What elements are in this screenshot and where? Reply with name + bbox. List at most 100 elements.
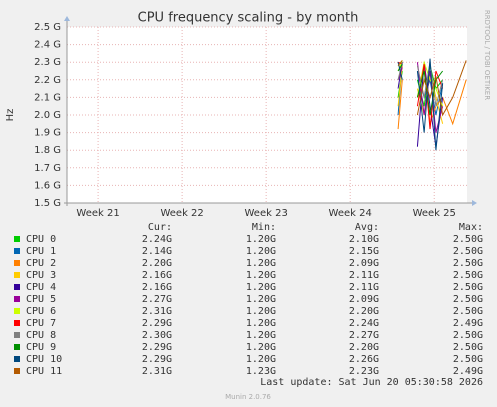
table-cell: 2.29G — [142, 342, 172, 353]
axis-arrow — [64, 16, 70, 21]
table-cell: 1.20G — [246, 330, 276, 341]
table-cell: 2.10G — [349, 234, 379, 245]
table-cell: 2.20G — [349, 342, 379, 353]
table-cell: 2.29G — [142, 318, 172, 329]
legend-label: CPU 1 — [26, 246, 56, 257]
table-cell: 2.16G — [142, 282, 172, 293]
table-cell: 1.23G — [246, 366, 276, 377]
table-cell: 2.24G — [142, 234, 172, 245]
series-line — [416, 58, 444, 151]
y-tick-label: 1.6 G — [34, 180, 61, 191]
legend-label: CPU 3 — [26, 270, 56, 281]
table-cell: 2.16G — [142, 270, 172, 281]
table-cell: 1.20G — [246, 306, 276, 317]
table-cell: 2.50G — [453, 258, 483, 269]
legend-swatch — [14, 356, 20, 362]
series-line — [416, 60, 444, 107]
table-cell: 2.09G — [349, 258, 379, 269]
table-cell: 2.50G — [453, 246, 483, 257]
series-line — [397, 63, 403, 72]
x-tick-label: Week 23 — [245, 208, 288, 219]
x-tick-label: Week 25 — [413, 208, 456, 219]
y-tick-label: 2.5 G — [34, 22, 61, 33]
x-tick-label: Week 22 — [160, 208, 203, 219]
legend-swatch — [14, 344, 20, 350]
table-cell: 2.27G — [349, 330, 379, 341]
table-cell: 2.50G — [453, 354, 483, 365]
table-cell: 2.20G — [349, 306, 379, 317]
legend-swatch — [14, 260, 20, 266]
table-cell: 1.20G — [246, 342, 276, 353]
table-cell: 1.20G — [246, 246, 276, 257]
table-cell: 2.50G — [453, 342, 483, 353]
y-tick-label: 2.2 G — [34, 75, 61, 86]
x-tick-label: Week 24 — [329, 208, 372, 219]
side-note: RRDTOOL / TOBI OETIKER — [483, 10, 491, 100]
legend-label: CPU 0 — [26, 234, 56, 245]
table-cell: 2.29G — [142, 354, 172, 365]
legend-swatch — [14, 248, 20, 254]
series-line — [416, 60, 467, 117]
legend-swatch — [14, 368, 20, 374]
table-cell: 2.50G — [453, 330, 483, 341]
table-cell: 1.20G — [246, 282, 276, 293]
table-cell: 2.15G — [349, 246, 379, 257]
table-cell: 2.49G — [453, 366, 483, 377]
legend-swatch — [14, 272, 20, 278]
legend-swatch — [14, 236, 20, 242]
y-tick-label: 2.3 G — [34, 57, 61, 68]
series-line — [397, 65, 403, 107]
chart-title: CPU frequency scaling - by month — [138, 11, 359, 26]
table-cell: 2.50G — [453, 306, 483, 317]
table-cell: 2.49G — [453, 318, 483, 329]
last-update: Last update: Sat Jun 20 05:30:58 2026 — [260, 377, 483, 388]
table-cell: 2.50G — [453, 234, 483, 245]
table-cell: 2.11G — [349, 282, 379, 293]
table-cell: 2.50G — [453, 270, 483, 281]
x-tick-label: Week 21 — [76, 208, 119, 219]
legend-label: CPU 11 — [26, 366, 62, 377]
legend-swatch — [14, 296, 20, 302]
table-cell: 2.11G — [349, 270, 379, 281]
legend-label: CPU 7 — [26, 318, 56, 329]
legend-swatch — [14, 284, 20, 290]
y-tick-label: 1.7 G — [34, 163, 61, 174]
table-cell: 2.09G — [349, 294, 379, 305]
table-cell: 2.26G — [349, 354, 379, 365]
legend-swatch — [14, 332, 20, 338]
table-header: Min: — [252, 222, 276, 233]
legend-label: CPU 5 — [26, 294, 56, 305]
y-axis-label: Hz — [5, 109, 16, 122]
table-cell: 1.20G — [246, 318, 276, 329]
table-header: Max: — [459, 222, 483, 233]
table-cell: 1.20G — [246, 354, 276, 365]
table-header: Avg: — [355, 222, 379, 233]
y-tick-label: 1.9 G — [34, 128, 61, 139]
legend-label: CPU 2 — [26, 258, 56, 269]
table-cell: 2.30G — [142, 330, 172, 341]
table-header: Cur: — [148, 222, 172, 233]
series-line — [397, 79, 403, 130]
series-line — [397, 60, 403, 67]
table-cell: 2.20G — [142, 258, 172, 269]
legend-label: CPU 8 — [26, 330, 56, 341]
table-cell: 1.20G — [246, 258, 276, 269]
legend-label: CPU 4 — [26, 282, 56, 293]
table-cell: 2.31G — [142, 306, 172, 317]
table-cell: 1.20G — [246, 294, 276, 305]
table-cell: 2.24G — [349, 318, 379, 329]
table-cell: 2.31G — [142, 366, 172, 377]
y-tick-label: 2.1 G — [34, 92, 61, 103]
axis-arrow — [472, 200, 477, 206]
legend-label: CPU 6 — [26, 306, 56, 317]
legend-swatch — [14, 320, 20, 326]
y-tick-label: 2.4 G — [34, 40, 61, 51]
table-cell: 1.20G — [246, 234, 276, 245]
legend-label: CPU 9 — [26, 342, 56, 353]
series-line — [416, 70, 444, 116]
table-cell: 2.27G — [142, 294, 172, 305]
y-tick-label: 2.0 G — [34, 110, 61, 121]
y-tick-label: 1.5 G — [34, 198, 61, 209]
table-cell: 2.14G — [142, 246, 172, 257]
